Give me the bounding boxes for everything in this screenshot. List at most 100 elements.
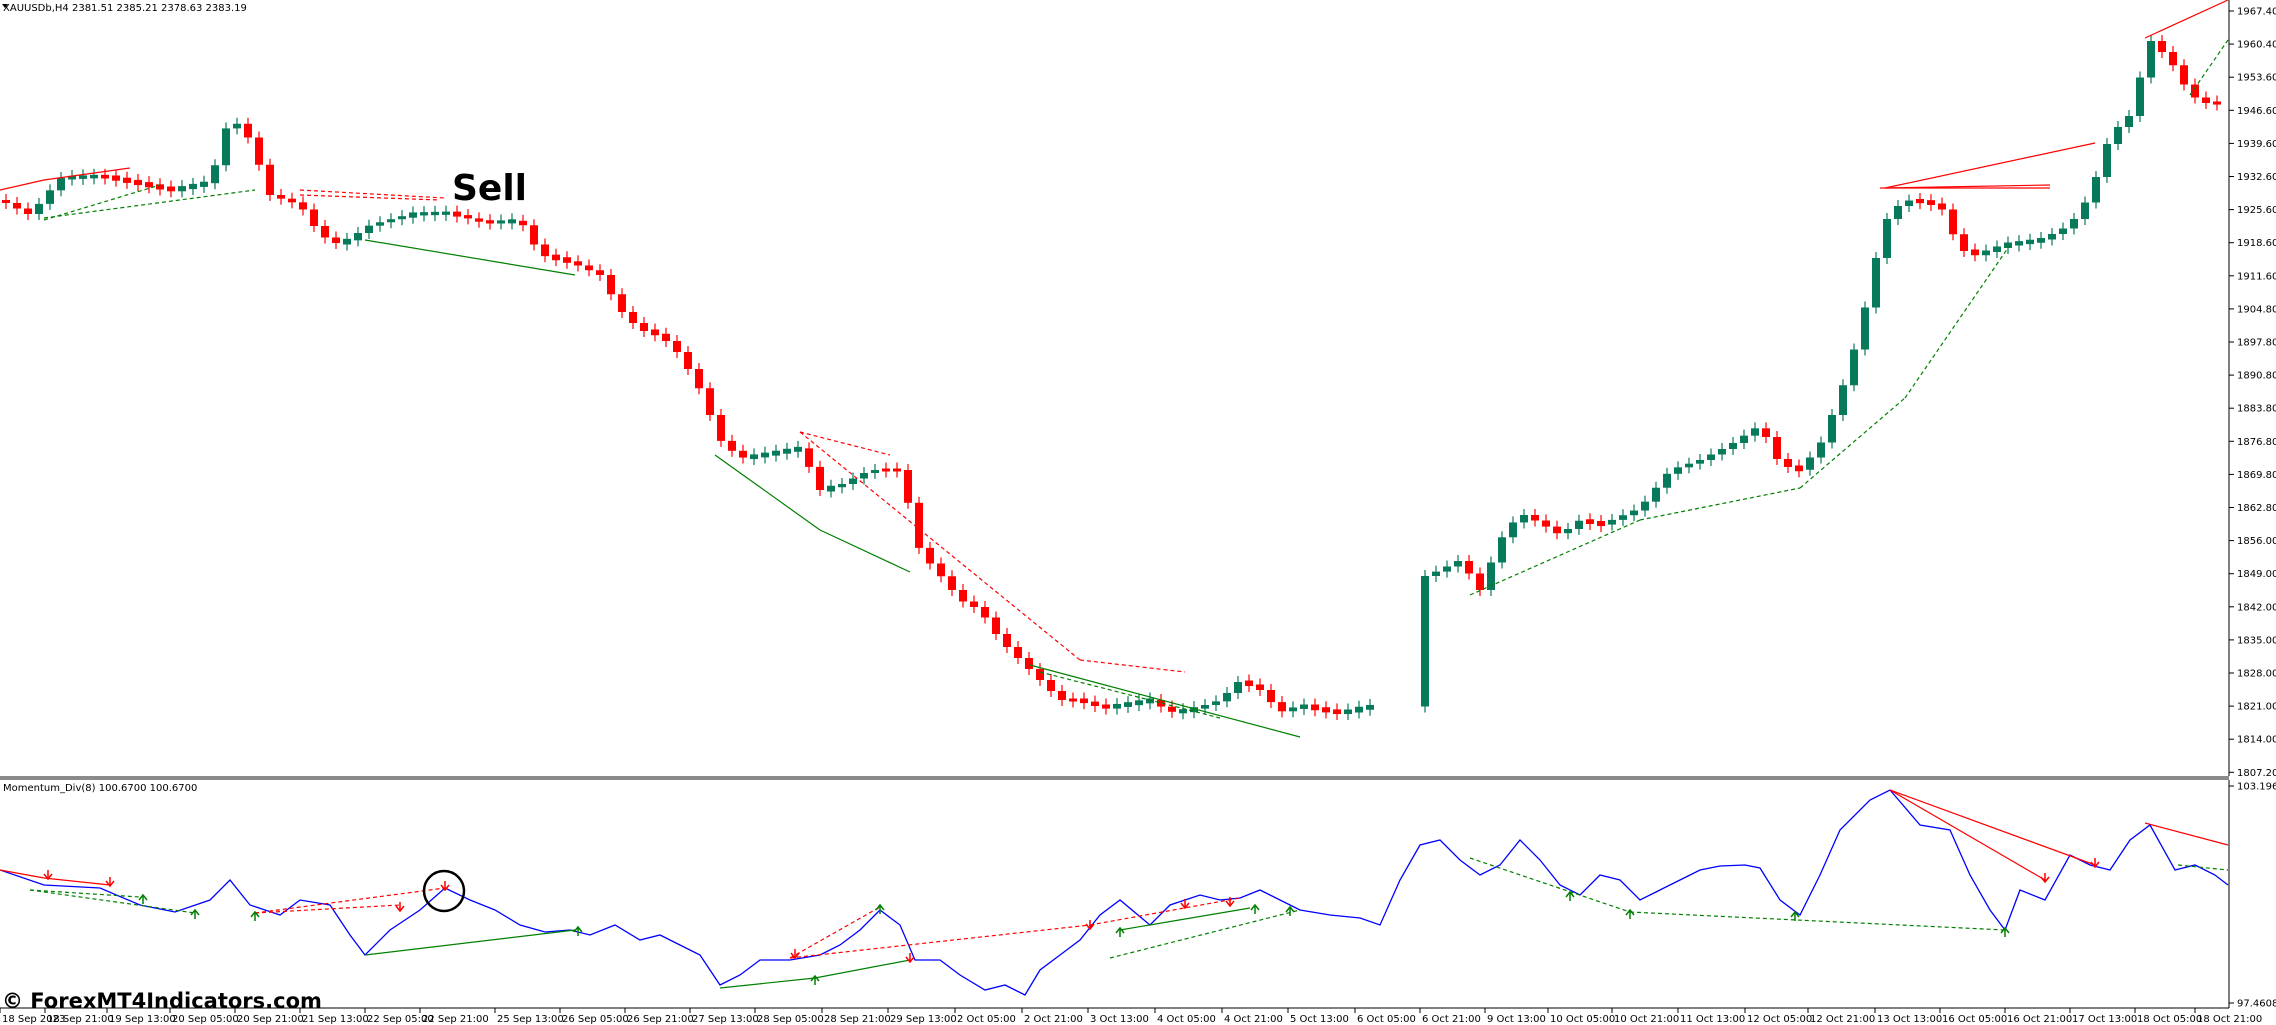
buy-arrow-icon xyxy=(573,925,583,936)
candle-body xyxy=(266,164,274,195)
candle-body xyxy=(772,450,780,456)
candle-body xyxy=(1102,704,1110,709)
candle-body xyxy=(1223,693,1231,702)
candle-body xyxy=(1608,519,1616,525)
candle-body xyxy=(90,174,98,179)
candle-body xyxy=(2,200,10,203)
price-tick-label: 1946.60 xyxy=(2237,106,2276,117)
candle-body xyxy=(1784,459,1792,467)
candle-body xyxy=(233,123,241,129)
time-tick-label: 19 Sep 13:00 xyxy=(109,1014,176,1025)
price-tick-label: 1849.00 xyxy=(2237,569,2276,580)
time-tick-label: 25 Sep 13:00 xyxy=(497,1014,564,1025)
candle-body xyxy=(2191,84,2199,98)
candle-body xyxy=(2169,52,2177,66)
indicator-divergence-line xyxy=(814,959,911,979)
candle-body xyxy=(1080,698,1088,704)
candle-body xyxy=(1014,647,1022,658)
candle-body xyxy=(937,563,945,577)
time-tick-label: 16 Oct 05:00 xyxy=(1942,1014,2007,1025)
candle-body xyxy=(2037,238,2045,243)
price-divergence-line xyxy=(819,529,911,573)
candle-body xyxy=(1685,463,1693,468)
indicator-pane[interactable]: Momentum_Div(8) 100.6700 100.6700 103.19… xyxy=(0,780,2276,1010)
price-tick-label: 1856.00 xyxy=(2237,536,2276,547)
price-divergence-line xyxy=(714,454,821,531)
candle-body xyxy=(2202,97,2210,103)
candle-body xyxy=(1465,561,1473,574)
candle-body xyxy=(1432,571,1440,576)
candle-body xyxy=(1828,415,1836,443)
candle-body xyxy=(871,470,879,473)
candle-body xyxy=(1652,487,1660,502)
candle-body xyxy=(123,177,131,183)
pane-separator[interactable] xyxy=(0,776,2229,780)
time-tick-label: 11 Oct 13:00 xyxy=(1680,1014,1745,1025)
candle-body xyxy=(398,216,406,220)
candle-body xyxy=(1454,561,1462,567)
candle-body xyxy=(1113,703,1121,709)
price-tick-label: 1967.40 xyxy=(2237,7,2276,18)
indicator-divergence-line xyxy=(1119,907,1251,931)
candle-body xyxy=(1696,460,1704,464)
candle-body xyxy=(409,212,417,218)
candle-body xyxy=(1586,519,1594,524)
time-tick-label: 2 Oct 21:00 xyxy=(1024,1014,1083,1025)
time-tick-label: 28 Sep 21:00 xyxy=(824,1014,891,1025)
candle-body xyxy=(244,123,252,138)
price-divergence-line xyxy=(43,184,161,221)
candle-body xyxy=(1443,566,1451,572)
candle-body xyxy=(2158,41,2166,52)
price-tick-label: 1828.00 xyxy=(2237,669,2276,680)
candle-body xyxy=(1564,529,1572,534)
candle-body xyxy=(2081,202,2089,219)
buy-arrow-icon xyxy=(1565,890,1575,901)
candle-body xyxy=(607,275,615,295)
candle-body xyxy=(2026,239,2034,245)
candle-body xyxy=(310,209,318,226)
price-divergence-line xyxy=(2189,39,2229,96)
price-pane[interactable]: 1967.40 1960.40 1953.60 1946.60 1939.60 1932.… xyxy=(0,0,2276,779)
candle-body xyxy=(662,333,670,341)
time-tick-label: 5 Oct 13:00 xyxy=(1290,1014,1349,1025)
indicator-divergence-line xyxy=(2144,822,2229,846)
candle-body xyxy=(475,218,483,222)
candle-body xyxy=(706,388,714,415)
sell-arrow-icon xyxy=(440,881,450,892)
candle-body xyxy=(1663,473,1671,488)
time-tick-label: 28 Sep 05:00 xyxy=(757,1014,824,1025)
sell-arrow-icon xyxy=(2040,873,2050,884)
buy-arrow-icon xyxy=(1115,926,1125,937)
candle-body xyxy=(222,128,230,166)
candle-body xyxy=(915,502,923,548)
candle-body xyxy=(1421,576,1429,707)
candle-body xyxy=(541,244,549,257)
candle-body xyxy=(431,211,439,216)
sell-signal-circle xyxy=(422,869,466,913)
candle-body xyxy=(1839,385,1847,415)
candle-body xyxy=(695,369,703,389)
price-tick-label: 1904.80 xyxy=(2237,304,2276,315)
candle-body xyxy=(629,312,637,323)
candle-body xyxy=(46,190,54,204)
collapse-triangle-icon[interactable] xyxy=(2,4,8,8)
indicator-divergence-line xyxy=(2177,864,2229,871)
candle-body xyxy=(1058,691,1066,700)
candle-body xyxy=(343,238,351,245)
candle-body xyxy=(1597,521,1605,527)
candle-body xyxy=(1135,700,1143,706)
indicator-divergence-line xyxy=(719,977,816,989)
candle-body xyxy=(1256,684,1264,690)
candle-body xyxy=(1311,704,1319,711)
candle-body xyxy=(860,473,868,479)
candle-body xyxy=(68,175,76,180)
candle-body xyxy=(200,181,208,187)
buy-arrow-icon xyxy=(138,893,148,904)
candle-body xyxy=(1806,457,1814,470)
candle-body xyxy=(1872,258,1880,308)
candle-body xyxy=(35,203,43,214)
candle-body xyxy=(530,225,538,245)
candle-body xyxy=(1718,449,1726,455)
price-divergence-line xyxy=(43,189,256,219)
